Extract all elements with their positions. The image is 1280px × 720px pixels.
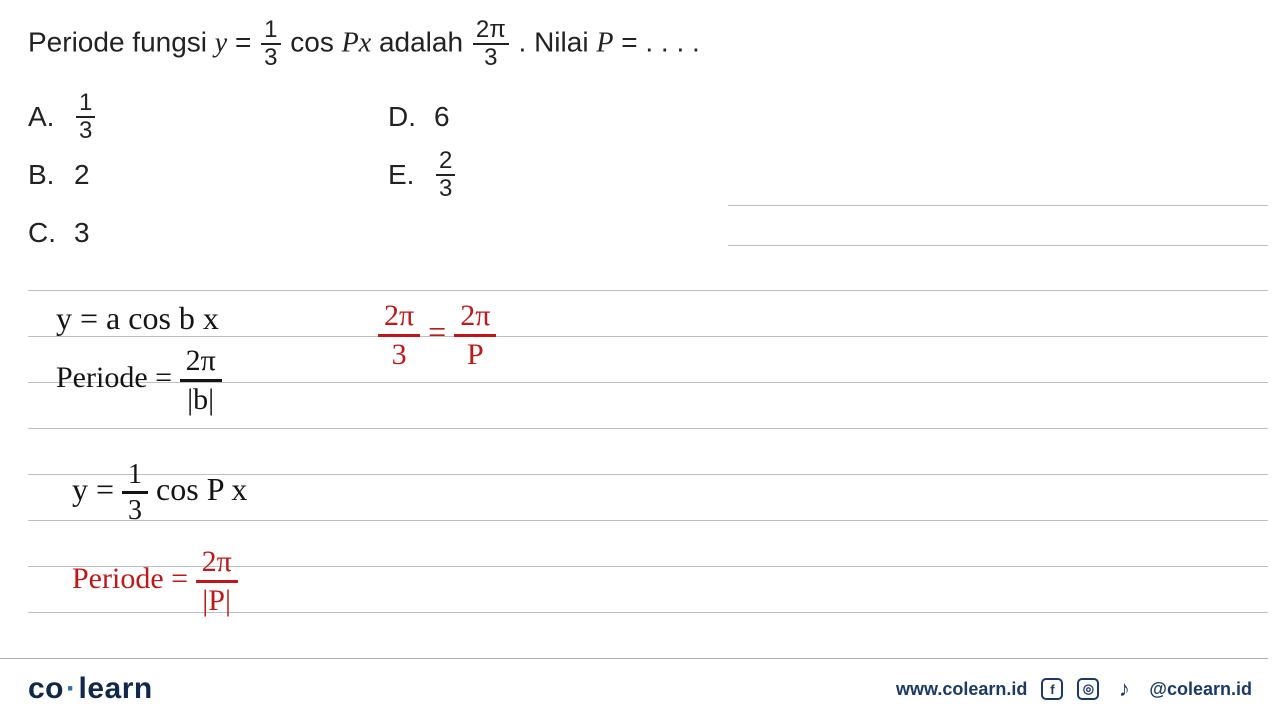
- choice-E[interactable]: E. 2 3: [388, 146, 457, 204]
- footer-links: www.colearn.id f ◎ ♪ @colearn.id: [896, 678, 1252, 700]
- q-frac2-num: 2π: [473, 18, 509, 45]
- page-root: { "question": { "prefix": "Periode fungs…: [0, 0, 1280, 720]
- q-prefix: Periode fungsi: [28, 26, 215, 57]
- footer-topborder: [0, 658, 1268, 659]
- hw-rfrac-1: 2π 3: [378, 300, 420, 370]
- q-frac2: 2π 3: [473, 18, 509, 70]
- q-end: = . . . .: [621, 26, 700, 57]
- choices-col2: D. 6 E. 2 3: [388, 88, 457, 262]
- choice-B-letter: B.: [28, 159, 74, 191]
- choice-C[interactable]: C. 3: [28, 204, 388, 262]
- hw-r1-num: 2π: [378, 300, 420, 337]
- hw-line-1: y = a cos b x: [56, 300, 219, 337]
- rule-line: [28, 428, 1268, 429]
- hw-l3a: y =: [72, 471, 122, 507]
- choice-D[interactable]: D. 6: [388, 88, 457, 146]
- footer-url[interactable]: www.colearn.id: [896, 679, 1027, 700]
- choices: A. 1 3 B. 2 C. 3 D. 6 E.: [28, 88, 1252, 262]
- question-text: Periode fungsi y = 1 3 cos Px adalah 2π …: [28, 18, 1252, 70]
- hw-l3b: cos P x: [156, 471, 247, 507]
- hw-frac-3-den: 3: [122, 494, 148, 525]
- choice-D-val: 6: [434, 101, 450, 133]
- rule-line: [28, 290, 1268, 291]
- choice-A[interactable]: A. 1 3: [28, 88, 388, 146]
- tiktok-icon[interactable]: ♪: [1113, 678, 1135, 700]
- facebook-icon[interactable]: f: [1041, 678, 1063, 700]
- hw-frac-3-num: 1: [122, 460, 148, 494]
- hw-rfrac-2: 2π P: [454, 300, 496, 370]
- hw-r1-den: 3: [378, 337, 420, 371]
- choices-col1: A. 1 3 B. 2 C. 3: [28, 88, 388, 262]
- hw-frac-4: 2π |P|: [196, 546, 238, 616]
- hw-frac-4-num: 2π: [196, 546, 238, 583]
- choice-E-den: 3: [436, 176, 455, 201]
- instagram-icon[interactable]: ◎: [1077, 678, 1099, 700]
- hw-line-3: y = 1 3 cos P x: [72, 460, 247, 526]
- hw-frac-2-num: 2π: [180, 345, 222, 382]
- notebook-area: y = a cos b x Periode = 2π |b| y = 1 3 c…: [28, 290, 1268, 650]
- choice-A-letter: A.: [28, 101, 74, 133]
- hw-req: =: [428, 313, 454, 349]
- hw-r2-num: 2π: [454, 300, 496, 337]
- q-px: Px: [342, 27, 372, 58]
- footer-handle[interactable]: @colearn.id: [1149, 679, 1252, 700]
- choice-A-val: 1 3: [76, 91, 95, 143]
- q-adalah: adalah: [379, 26, 471, 57]
- choice-C-letter: C.: [28, 217, 74, 249]
- q-frac2-den: 3: [473, 45, 509, 70]
- q-y: y: [215, 27, 227, 58]
- hw-frac-2: 2π |b|: [180, 345, 222, 415]
- rule-line: [728, 245, 1268, 246]
- brand-co: co: [28, 672, 64, 705]
- q-pvar: P: [596, 27, 613, 58]
- hw-frac-2-den: |b|: [180, 382, 222, 416]
- footer: co·learn www.colearn.id f ◎ ♪ @colearn.i…: [0, 658, 1280, 720]
- hw-equation-red: 2π 3 = 2π P: [378, 300, 496, 370]
- choice-E-val: 2 3: [436, 149, 455, 201]
- choice-B[interactable]: B. 2: [28, 146, 388, 204]
- rule-line: [728, 205, 1268, 206]
- choice-E-letter: E.: [388, 159, 434, 191]
- choice-A-num: 1: [76, 91, 95, 118]
- q-frac1-den: 3: [261, 45, 280, 70]
- hw-frac-4-den: |P|: [196, 583, 238, 617]
- q-nilai: . Nilai: [519, 26, 597, 57]
- brand-logo: co·learn: [28, 672, 153, 706]
- brand-dot: ·: [66, 672, 77, 705]
- hw-line-4: Periode = 2π |P|: [72, 546, 238, 616]
- brand-learn: learn: [79, 672, 153, 705]
- q-cos: cos: [290, 26, 341, 57]
- choice-B-val: 2: [74, 159, 90, 191]
- hw-line-2: Periode = 2π |b|: [56, 345, 222, 415]
- hw-r2-den: P: [454, 337, 496, 371]
- q-eq1: =: [235, 26, 259, 57]
- hw-l4a: Periode =: [72, 562, 196, 595]
- hw-frac-3: 1 3: [122, 460, 148, 526]
- q-frac1-num: 1: [261, 18, 280, 45]
- q-frac1: 1 3: [261, 18, 280, 70]
- choice-E-num: 2: [436, 149, 455, 176]
- choice-D-letter: D.: [388, 101, 434, 133]
- choice-C-val: 3: [74, 217, 90, 249]
- choice-A-den: 3: [76, 118, 95, 143]
- hw-periode: Periode =: [56, 361, 180, 394]
